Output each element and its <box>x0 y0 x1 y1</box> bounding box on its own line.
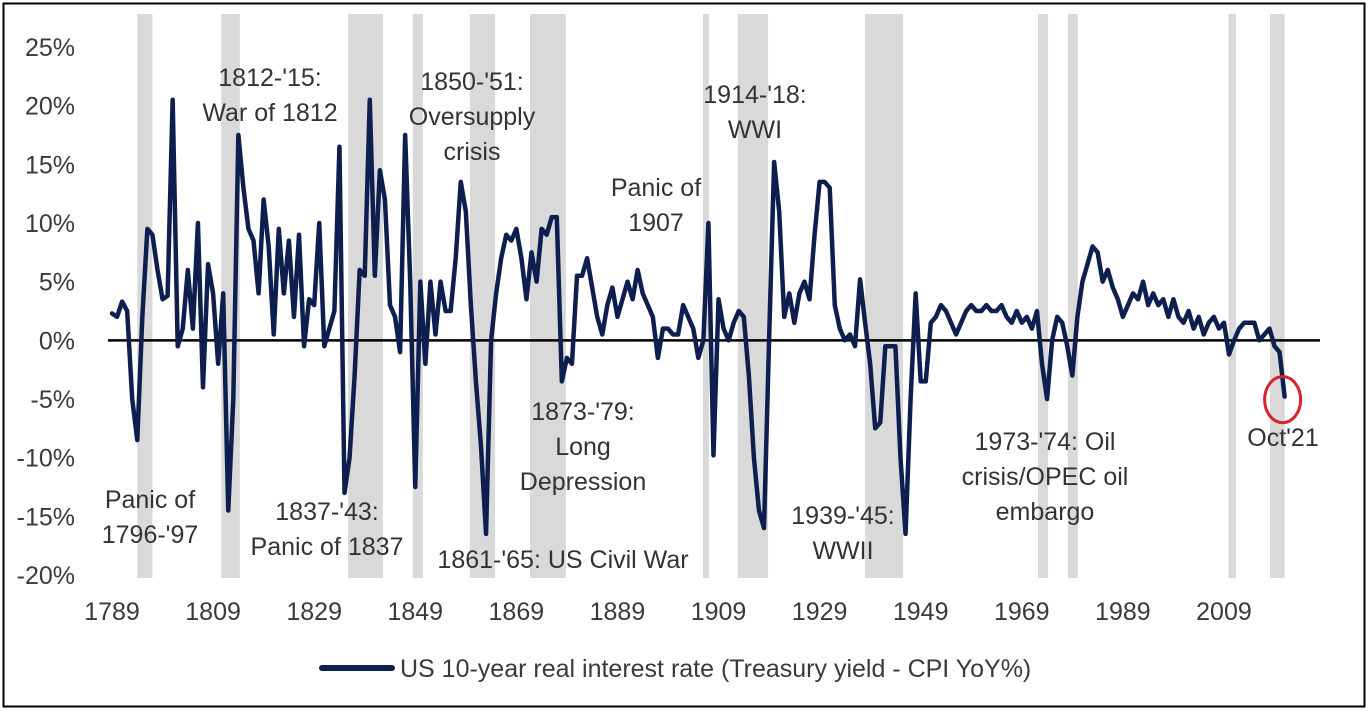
x-tick-label: 1969 <box>994 598 1050 626</box>
annotation: 1939-'45: <box>791 502 894 530</box>
period-band <box>1037 14 1049 578</box>
highlight-circle <box>1263 375 1303 425</box>
series-line <box>109 97 1287 537</box>
annotation: 1914-'18: <box>703 81 806 109</box>
y-tick-label: 5% <box>39 269 75 297</box>
annotation: War of 1812 <box>202 99 337 127</box>
annotation: 1873-'79: <box>531 398 634 426</box>
annotation: 1837-'43: <box>275 498 378 526</box>
x-tick-label: 1789 <box>84 598 140 626</box>
y-tick-label: 20% <box>25 93 75 121</box>
y-tick-label: -5% <box>31 386 75 414</box>
annotation: 1973-'74: Oil <box>975 428 1116 456</box>
annotation: Oct'21 <box>1247 424 1318 452</box>
x-tick-label: 1869 <box>489 598 545 626</box>
annotation: Panic of <box>611 174 701 202</box>
annotation: 1796-'97 <box>102 521 199 549</box>
x-tick-label: 1949 <box>893 598 949 626</box>
period-band <box>865 14 904 578</box>
y-tick-label: 15% <box>25 151 75 179</box>
period-band <box>1269 14 1285 578</box>
annotation: Panic of <box>105 486 195 514</box>
annotation: Long <box>555 433 611 461</box>
period-band <box>348 14 383 578</box>
legend-label: US 10-year real interest rate (Treasury … <box>400 655 1031 683</box>
x-tick-label: 1829 <box>286 598 342 626</box>
annotation: 1861-'65: US Civil War <box>437 546 688 574</box>
period-band <box>1228 14 1237 578</box>
y-tick-label: -10% <box>17 445 75 473</box>
x-tick-label: 1989 <box>1095 598 1151 626</box>
annotation: crisis <box>444 138 501 166</box>
annotation: Oversupply <box>409 103 536 131</box>
annotation: 1850-'51: <box>420 68 523 96</box>
x-tick-label: 1809 <box>185 598 241 626</box>
annotation: 1812-'15: <box>218 64 321 92</box>
annotation: 1907 <box>628 209 684 237</box>
annotation: WWI <box>728 116 782 144</box>
x-tick-label: 1889 <box>590 598 646 626</box>
annotation: Depression <box>520 468 646 496</box>
x-tick-label: 2009 <box>1196 598 1252 626</box>
y-tick-label: -20% <box>17 562 75 590</box>
x-tick-label: 1849 <box>387 598 443 626</box>
y-tick-label: 0% <box>39 327 75 355</box>
annotation: Panic of 1837 <box>251 533 404 561</box>
annotation: WWII <box>812 537 873 565</box>
annotation: embargo <box>996 498 1095 526</box>
y-tick-label: 25% <box>25 34 75 62</box>
y-tick-label: 10% <box>25 210 75 238</box>
y-tick-label: -15% <box>17 503 75 531</box>
x-tick-label: 1909 <box>691 598 747 626</box>
period-band <box>1067 14 1078 578</box>
annotation: crisis/OPEC oil <box>962 463 1129 491</box>
x-tick-label: 1929 <box>792 598 848 626</box>
